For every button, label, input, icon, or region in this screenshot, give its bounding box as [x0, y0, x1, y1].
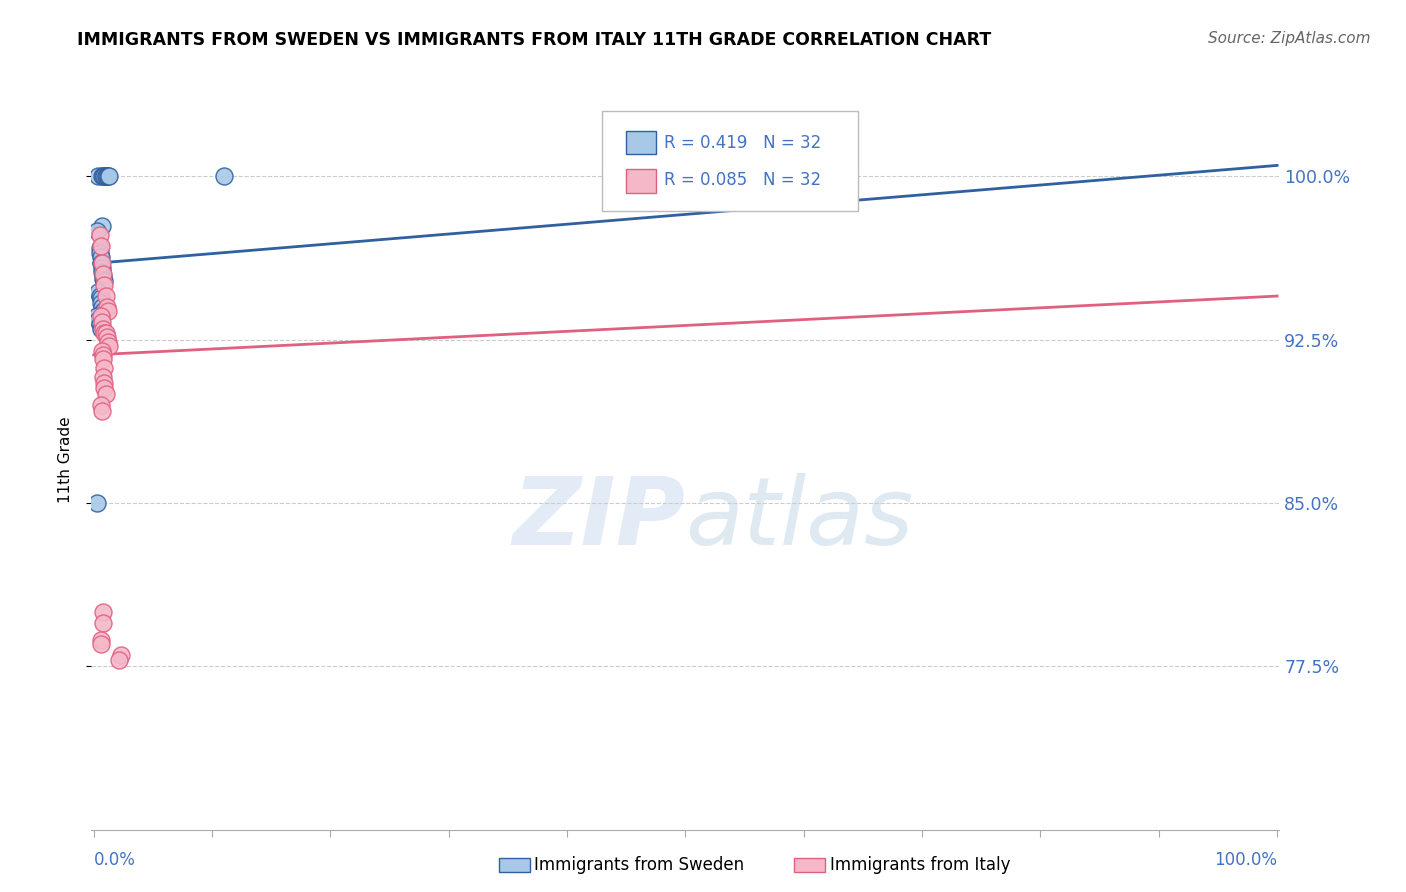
Text: 100.0%: 100.0% — [1215, 851, 1277, 870]
Point — [91, 348, 114, 362]
Point — [89, 289, 111, 303]
Point — [94, 289, 117, 303]
Point — [91, 352, 114, 367]
Point — [94, 387, 117, 401]
Point — [212, 169, 235, 184]
Point — [91, 322, 114, 336]
Point — [90, 322, 112, 336]
Point — [96, 300, 118, 314]
Text: ZIP: ZIP — [513, 473, 685, 565]
Point — [98, 169, 121, 184]
Point — [90, 250, 112, 264]
FancyBboxPatch shape — [602, 112, 858, 211]
Point — [91, 256, 114, 270]
Point — [93, 326, 115, 340]
Point — [91, 343, 114, 358]
Text: 0.0%: 0.0% — [94, 851, 135, 870]
Point — [91, 269, 114, 284]
Y-axis label: 11th Grade: 11th Grade — [58, 416, 73, 503]
Point — [94, 169, 117, 184]
Point — [93, 169, 115, 184]
Point — [90, 637, 112, 651]
Point — [96, 330, 118, 344]
Point — [107, 653, 129, 667]
Text: Immigrants from Sweden: Immigrants from Sweden — [534, 856, 744, 874]
Point — [91, 268, 114, 282]
Point — [93, 380, 115, 394]
Text: atlas: atlas — [685, 473, 914, 564]
Point — [89, 228, 111, 243]
Point — [91, 315, 114, 329]
Point — [91, 169, 114, 184]
Point — [87, 313, 110, 327]
Bar — [626, 130, 655, 154]
Point — [89, 241, 111, 255]
Point — [90, 309, 112, 323]
Point — [91, 369, 114, 384]
Point — [98, 339, 121, 353]
Point — [91, 404, 114, 418]
Point — [91, 260, 114, 275]
Point — [97, 334, 120, 349]
Point — [110, 648, 132, 663]
Point — [89, 245, 111, 260]
Point — [90, 295, 112, 310]
Text: R = 0.085   N = 32: R = 0.085 N = 32 — [664, 171, 821, 189]
Point — [93, 360, 115, 375]
Point — [97, 169, 120, 184]
Point — [91, 304, 114, 318]
Point — [93, 278, 115, 293]
Point — [91, 300, 114, 314]
Text: R = 0.419   N = 32: R = 0.419 N = 32 — [664, 134, 821, 152]
Point — [86, 496, 108, 510]
Point — [86, 309, 108, 323]
Point — [93, 376, 115, 391]
Text: Immigrants from Italy: Immigrants from Italy — [830, 856, 1010, 874]
Point — [93, 274, 115, 288]
Point — [90, 256, 112, 270]
Point — [91, 605, 114, 619]
Point — [91, 219, 114, 234]
Point — [91, 265, 114, 279]
Point — [90, 239, 112, 253]
Text: IMMIGRANTS FROM SWEDEN VS IMMIGRANTS FROM ITALY 11TH GRADE CORRELATION CHART: IMMIGRANTS FROM SWEDEN VS IMMIGRANTS FRO… — [77, 31, 991, 49]
Point — [86, 224, 108, 238]
Point — [94, 169, 117, 184]
Point — [97, 304, 120, 318]
Point — [90, 633, 112, 648]
Point — [87, 285, 110, 299]
Point — [89, 318, 111, 332]
Point — [87, 169, 110, 184]
Point — [96, 169, 118, 184]
Text: Source: ZipAtlas.com: Source: ZipAtlas.com — [1208, 31, 1371, 46]
Point — [94, 326, 117, 340]
Bar — [626, 169, 655, 193]
Point — [91, 271, 114, 285]
Point — [91, 615, 114, 630]
Point — [91, 169, 114, 184]
Point — [90, 398, 112, 412]
Point — [90, 291, 112, 305]
